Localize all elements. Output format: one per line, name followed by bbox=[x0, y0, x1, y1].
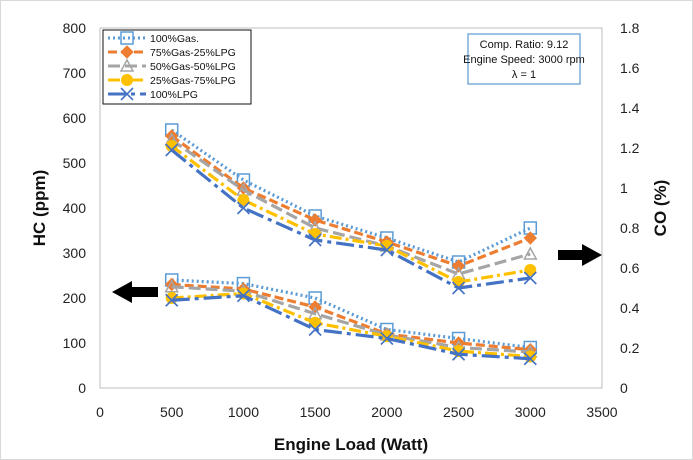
series-100-lpg-co-marker bbox=[380, 243, 394, 257]
x-tick-label: 2500 bbox=[443, 404, 474, 420]
plot-area bbox=[99, 27, 603, 389]
legend-100-lpg-label: 100%LPG bbox=[150, 89, 198, 101]
series-100-lpg-co-marker bbox=[236, 201, 250, 215]
legend-25-gas-75-lpg-marker bbox=[121, 74, 133, 86]
legend-75-gas-25-lpg-label: 75%Gas-25%LPG bbox=[150, 47, 236, 59]
right-tick-label: 1.6 bbox=[620, 60, 640, 76]
series-25-gas-75-lpg-co-marker bbox=[165, 140, 178, 152]
left-axis-ticks: 0 100 200 300 400 500 600 700 800 bbox=[63, 20, 87, 396]
series-25-gas-75-lpg-co-marker bbox=[524, 264, 537, 276]
left-tick-label: 0 bbox=[78, 380, 86, 396]
annotation-box bbox=[467, 33, 581, 85]
series-25-gas-75-lpg-hc-line bbox=[171, 291, 531, 359]
left-axis-pointer-arrow bbox=[112, 281, 158, 303]
legend-50-gas-50-lpg-label: 50%Gas-50%LPG bbox=[150, 61, 236, 73]
series-50-gas-50-lpg-hc-line bbox=[171, 285, 531, 354]
x-axis-title: Engine Load (Watt) bbox=[274, 435, 428, 454]
series-100-lpg-co-marker bbox=[452, 281, 466, 295]
series-75-gas-25-lpg-co-line bbox=[170, 134, 531, 268]
legend: 100%Gas. 75%Gas-25%LPG 50%Gas-50%LPG 25%Gas… bbox=[102, 29, 252, 105]
condition-annotation: Comp. Ratio: 9.12 Engine Speed: 3000 rpm… bbox=[463, 33, 585, 85]
series-75-gas-25-lpg-co-marker bbox=[523, 231, 537, 245]
left-axis-title: HC (ppm) bbox=[30, 170, 49, 246]
series-100-lpg-hc-marker bbox=[308, 322, 322, 337]
legend-50-gas-50-lpg-marker bbox=[119, 58, 135, 72]
series-25-gas-75-lpg-hc-marker bbox=[524, 350, 537, 363]
series-25-gas-75-lpg-co-line bbox=[170, 144, 531, 284]
legend-50-gas-50-lpg: 50%Gas-50%LPG bbox=[108, 58, 236, 73]
right-tick-label: 0 bbox=[620, 380, 628, 396]
left-tick-label: 100 bbox=[63, 335, 87, 351]
series-100-gas-co-line bbox=[170, 128, 531, 264]
plot-border bbox=[99, 27, 603, 389]
series-100-lpg-hc-marker bbox=[236, 289, 250, 303]
series-25-gas-75-lpg-co-marker bbox=[237, 194, 250, 206]
right-tick-label: 1.2 bbox=[620, 140, 640, 156]
series-100-lpg-hc-marker bbox=[452, 347, 466, 361]
series-75-gas-25-lpg-co-marker bbox=[308, 213, 322, 227]
right-tick-label: 0.4 bbox=[620, 300, 640, 316]
x-tick-label: 500 bbox=[160, 404, 184, 420]
series-100-lpg bbox=[165, 143, 537, 366]
series-100-lpg-hc-marker bbox=[380, 331, 394, 346]
legend-25-gas-75-lpg-label: 25%Gas-75%LPG bbox=[150, 75, 236, 87]
right-tick-label: 1.8 bbox=[620, 20, 640, 36]
series-100-lpg-co-marker bbox=[308, 233, 322, 247]
legend-25-gas-75-lpg: 25%Gas-75%LPG bbox=[108, 74, 236, 87]
annotation-line-compression: Comp. Ratio: 9.12 bbox=[480, 39, 569, 51]
left-tick-label: 400 bbox=[63, 200, 87, 216]
x-tick-label: 3500 bbox=[586, 404, 617, 420]
legend-100-gas-label: 100%Gas. bbox=[150, 33, 199, 45]
right-tick-label: 0.8 bbox=[620, 220, 640, 236]
x-axis-ticks: 0 500 1000 1500 2000 2500 3000 3500 bbox=[96, 404, 618, 420]
legend-100-gas-marker bbox=[120, 31, 134, 45]
left-tick-label: 300 bbox=[63, 245, 87, 261]
series-75-gas-25-lpg-hc-line bbox=[171, 282, 531, 352]
x-tick-label: 3000 bbox=[515, 404, 546, 420]
x-tick-label: 2000 bbox=[371, 404, 402, 420]
series-100-lpg-co-marker bbox=[165, 143, 179, 157]
series-75-gas-25-lpg-co-marker bbox=[451, 259, 466, 273]
right-tick-label: 0.2 bbox=[620, 340, 640, 356]
right-tick-label: 1.4 bbox=[620, 100, 640, 116]
right-tick-label: 1 bbox=[620, 180, 628, 196]
right-axis-ticks: 0 0.2 0.4 0.6 0.8 1 1.2 1.4 1.6 1.8 bbox=[620, 20, 640, 396]
x-tick-label: 1500 bbox=[300, 404, 331, 420]
series-25-gas-75-lpg-hc-marker bbox=[309, 316, 322, 329]
legend-100-lpg: 100%LPG bbox=[108, 87, 198, 101]
left-tick-label: 800 bbox=[63, 20, 87, 36]
legend-75-gas-25-lpg-marker bbox=[120, 45, 134, 59]
left-tick-label: 600 bbox=[63, 110, 87, 126]
right-tick-label: 0.6 bbox=[620, 260, 640, 276]
left-tick-label: 700 bbox=[63, 65, 87, 81]
series-50-gas-50-lpg-co-marker bbox=[523, 246, 538, 260]
annotation-line-lambda: λ = 1 bbox=[512, 69, 536, 81]
right-axis-title: CO (%) bbox=[651, 180, 670, 237]
series-layer bbox=[164, 123, 538, 366]
legend-75-gas-25-lpg: 75%Gas-25%LPG bbox=[108, 45, 236, 59]
series-100-lpg-co-line bbox=[170, 148, 531, 290]
series-50-gas-50-lpg-co-line bbox=[170, 138, 531, 276]
series-50-gas-50-lpg-hc-marker bbox=[164, 279, 179, 293]
x-tick-label: 0 bbox=[96, 404, 104, 420]
annotation-line-speed: Engine Speed: 3000 rpm bbox=[463, 54, 585, 66]
series-100-lpg-hc-marker bbox=[523, 352, 537, 366]
right-axis-pointer-arrow bbox=[558, 244, 602, 266]
series-25-gas-75-lpg-hc-marker bbox=[165, 292, 178, 304]
left-tick-label: 200 bbox=[63, 290, 87, 306]
legend-100-gas: 100%Gas. bbox=[108, 31, 199, 45]
series-100-lpg-co-marker bbox=[523, 271, 537, 285]
left-tick-label: 500 bbox=[63, 155, 87, 171]
x-tick-label: 1000 bbox=[228, 404, 259, 420]
series-100-lpg-hc-marker bbox=[165, 293, 179, 307]
legend-100-lpg-marker bbox=[120, 87, 134, 101]
